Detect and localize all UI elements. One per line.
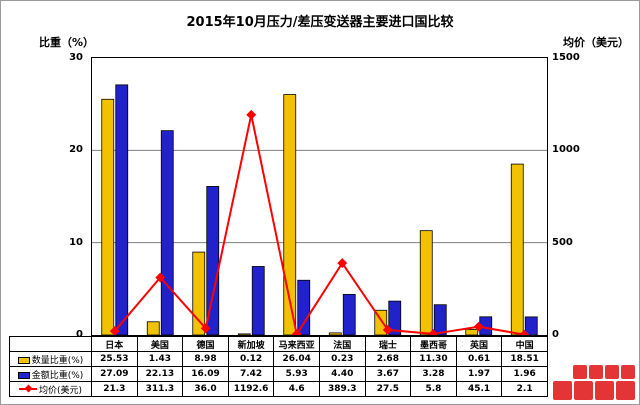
category-cell: 法国 (318, 336, 366, 352)
value-cell: 27.5 (364, 381, 412, 397)
watermark-row (573, 365, 635, 379)
right-axis-tick: 1000 (552, 144, 580, 156)
table-corner-cell (9, 336, 92, 352)
value-cell: 45.1 (455, 381, 503, 397)
category-cell: 瑞士 (364, 336, 412, 352)
value-cell: 11.30 (410, 351, 457, 367)
price-marker (519, 329, 530, 335)
left-axis-tick: 10 (69, 236, 83, 248)
category-cell: 美国 (136, 336, 184, 352)
left-axis-tick: 30 (69, 52, 83, 63)
category-cell: 马来西亚 (273, 336, 320, 352)
legend-cell: 金额比重(%) (9, 366, 92, 382)
value-cell: 1.97 (455, 366, 503, 382)
bar (419, 230, 433, 335)
value-cell: 5.93 (273, 366, 320, 382)
value-cell: 311.3 (136, 381, 184, 397)
category-cell: 墨西哥 (410, 336, 457, 352)
left-axis-tick: 0 (76, 329, 83, 340)
value-cell: 5.8 (410, 381, 457, 397)
value-cell: 4.6 (273, 381, 320, 397)
legend-swatch-icon (17, 356, 30, 364)
value-cell: 1.43 (136, 351, 184, 367)
chart-title: 2015年10月压力/差压变送器主要进口国比较 (186, 15, 454, 30)
left-axis-label: 比重（%） (39, 36, 95, 49)
bar (206, 186, 220, 335)
value-cell: 16.09 (182, 366, 229, 382)
bar (251, 266, 265, 335)
bar (465, 328, 479, 335)
value-cell: 0.61 (455, 351, 503, 367)
right-axis-tick: 500 (552, 236, 573, 248)
bar (297, 279, 311, 335)
left-axis-tick: 20 (69, 144, 83, 156)
value-cell: 0.12 (227, 351, 275, 367)
value-cell: 0.23 (318, 351, 366, 367)
bar (342, 293, 356, 335)
legend-label: 金额比重(%) (31, 370, 84, 381)
category-cell: 中国 (501, 336, 548, 352)
legend-swatch-icon (18, 384, 37, 393)
bar (237, 333, 251, 335)
value-cell: 27.09 (91, 366, 138, 382)
bar (115, 84, 129, 335)
bar (146, 321, 160, 335)
value-cell: 1192.6 (227, 381, 275, 397)
value-cell: 7.42 (227, 366, 275, 382)
value-cell: 2.68 (364, 351, 412, 367)
value-cell: 389.3 (318, 381, 366, 397)
bar (328, 332, 342, 335)
chart-canvas (92, 84, 547, 335)
plot-area (91, 57, 548, 336)
price-line (113, 114, 525, 335)
value-cell: 25.53 (91, 351, 138, 367)
legend-cell: 数量比重(%) (9, 351, 92, 367)
bar (160, 130, 174, 335)
bar (101, 98, 115, 335)
legend-swatch-icon (17, 371, 30, 379)
watermark-row (553, 381, 635, 400)
legend-label: 数量比重(%) (31, 355, 84, 366)
watermark (553, 365, 635, 400)
value-cell: 22.13 (136, 366, 184, 382)
value-cell: 3.67 (364, 366, 412, 382)
data-table: 日本 美国 德国 新加坡 马来西亚 法国 瑞士 墨西哥 英国 中国数量比重(%) 25.53 1.43… (9, 336, 548, 397)
bar (433, 304, 447, 335)
bar (510, 163, 524, 335)
legend-cell: 均价(美元) (9, 381, 92, 397)
value-cell: 36.0 (182, 381, 229, 397)
value-cell: 4.40 (318, 366, 366, 382)
price-marker (246, 109, 257, 120)
value-cell: 21.3 (91, 381, 138, 397)
category-cell: 新加坡 (227, 336, 275, 352)
value-cell: 8.98 (182, 351, 229, 367)
bar (524, 316, 538, 335)
value-cell: 26.04 (273, 351, 320, 367)
bar (192, 251, 206, 335)
right-axis-label: 均价（美元） (563, 36, 629, 49)
category-cell: 英国 (455, 336, 503, 352)
price-marker (155, 272, 166, 283)
category-cell: 日本 (91, 336, 138, 352)
value-cell: 2.1 (501, 381, 548, 397)
value-cell: 3.28 (410, 366, 457, 382)
bar (283, 94, 297, 335)
value-cell: 1.96 (501, 366, 548, 382)
right-axis-tick: 0 (552, 329, 559, 340)
category-cell: 德国 (182, 336, 229, 352)
right-axis-tick: 1500 (552, 52, 580, 63)
legend-label: 均价(美元) (38, 385, 83, 396)
value-cell: 18.51 (501, 351, 548, 367)
